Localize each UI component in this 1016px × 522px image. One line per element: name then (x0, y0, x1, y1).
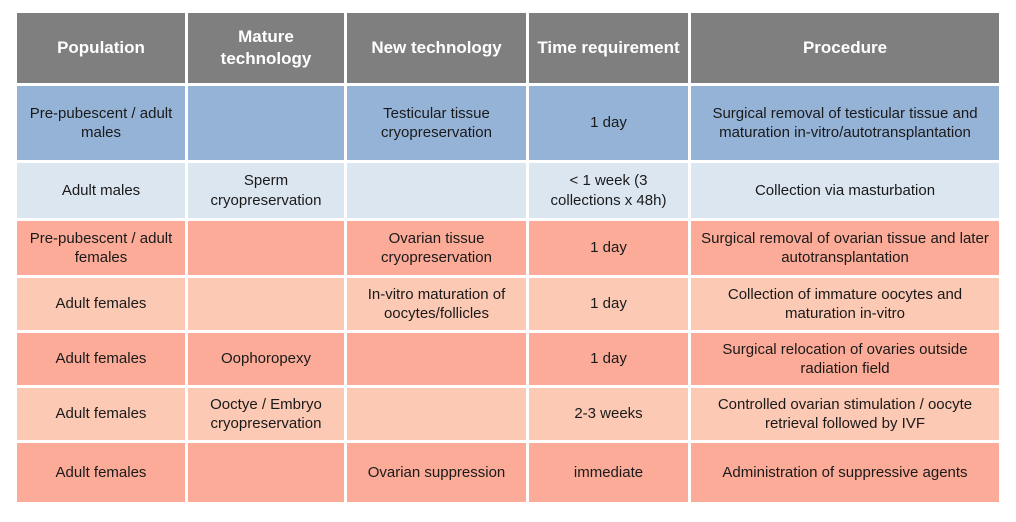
table-row: Pre-pubescent / adult males Testicular t… (17, 86, 999, 160)
column-header-new-technology: New technology (347, 13, 526, 83)
column-header-time-requirement: Time requirement (529, 13, 688, 83)
column-header-mature-technology: Mature technology (188, 13, 344, 83)
cell-mature-technology (188, 443, 344, 502)
table-body: Pre-pubescent / adult males Testicular t… (17, 86, 999, 502)
table-row: Adult females Ovarian suppression immedi… (17, 443, 999, 502)
cell-population: Adult females (17, 333, 185, 385)
cell-mature-technology (188, 86, 344, 160)
cell-new-technology (347, 163, 526, 218)
table-row: Adult females Oophoropexy 1 day Surgical… (17, 333, 999, 385)
cell-procedure: Administration of suppressive agents (691, 443, 999, 502)
column-header-procedure: Procedure (691, 13, 999, 83)
table-header: Population Mature technology New technol… (17, 13, 999, 83)
cell-time-requirement: 1 day (529, 333, 688, 385)
cell-population: Adult females (17, 443, 185, 502)
table-row: Adult males Sperm cryopreservation < 1 w… (17, 163, 999, 218)
cell-population: Adult females (17, 278, 185, 330)
cell-time-requirement: 1 day (529, 86, 688, 160)
cell-procedure: Controlled ovarian stimulation / oocyte … (691, 388, 999, 440)
cell-new-technology: Testicular tissue cryopreservation (347, 86, 526, 160)
cell-new-technology (347, 333, 526, 385)
column-header-population: Population (17, 13, 185, 83)
cell-time-requirement: 2-3 weeks (529, 388, 688, 440)
cell-mature-technology: Ooctye / Embryo cryopreservation (188, 388, 344, 440)
cell-population: Adult females (17, 388, 185, 440)
cell-procedure: Surgical relocation of ovaries outside r… (691, 333, 999, 385)
cell-mature-technology: Sperm cryopreservation (188, 163, 344, 218)
cell-time-requirement: immediate (529, 443, 688, 502)
table-row: Adult females In-vitro maturation of ooc… (17, 278, 999, 330)
cell-mature-technology (188, 221, 344, 275)
cell-mature-technology (188, 278, 344, 330)
cell-procedure: Collection via masturbation (691, 163, 999, 218)
fertility-preservation-table: Population Mature technology New technol… (14, 10, 1002, 505)
cell-mature-technology: Oophoropexy (188, 333, 344, 385)
cell-new-technology: Ovarian suppression (347, 443, 526, 502)
table-row: Pre-pubescent / adult females Ovarian ti… (17, 221, 999, 275)
cell-new-technology (347, 388, 526, 440)
cell-new-technology: Ovarian tissue cryopreservation (347, 221, 526, 275)
cell-new-technology: In-vitro maturation of oocytes/follicles (347, 278, 526, 330)
cell-time-requirement: 1 day (529, 221, 688, 275)
cell-population: Adult males (17, 163, 185, 218)
cell-time-requirement: < 1 week (3 collections x 48h) (529, 163, 688, 218)
cell-procedure: Surgical removal of testicular tissue an… (691, 86, 999, 160)
cell-time-requirement: 1 day (529, 278, 688, 330)
cell-procedure: Surgical removal of ovarian tissue and l… (691, 221, 999, 275)
table-row: Adult females Ooctye / Embryo cryopreser… (17, 388, 999, 440)
cell-procedure: Collection of immature oocytes and matur… (691, 278, 999, 330)
cell-population: Pre-pubescent / adult males (17, 86, 185, 160)
header-row: Population Mature technology New technol… (17, 13, 999, 83)
cell-population: Pre-pubescent / adult females (17, 221, 185, 275)
